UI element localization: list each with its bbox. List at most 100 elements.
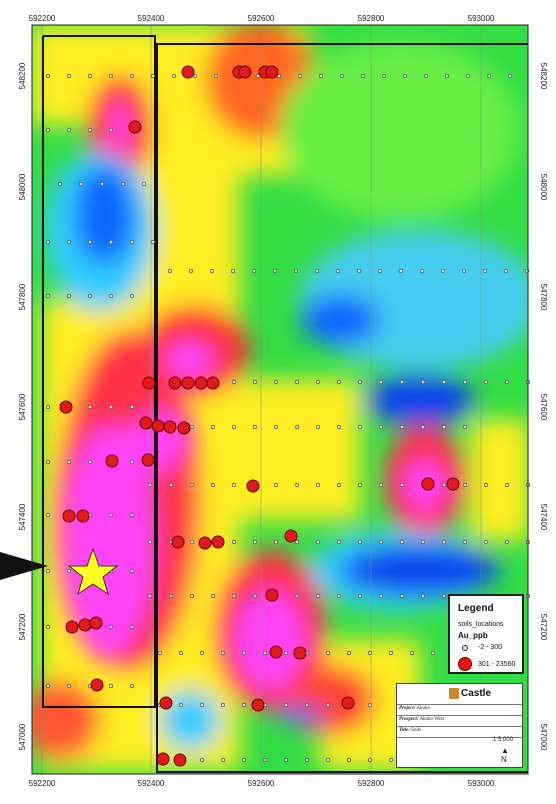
legend-class-low: -2 - 300 (458, 644, 502, 651)
sample-point (45, 293, 51, 299)
sample-point (108, 239, 114, 245)
sample-point (45, 624, 51, 630)
high-grade-sample (142, 376, 156, 390)
high-grade-sample (76, 509, 90, 523)
sample-point (45, 127, 51, 133)
sample-point (462, 539, 468, 545)
sample-point (441, 539, 447, 545)
sample-point (108, 683, 114, 689)
x-tick-top: 592400 (138, 14, 165, 23)
high-grade-sample (181, 376, 195, 390)
sample-point (378, 424, 384, 430)
sample-point (336, 379, 342, 385)
sample-point (66, 239, 72, 245)
sample-point (45, 239, 51, 245)
sample-point (360, 73, 366, 79)
sample-point (388, 650, 394, 656)
high-grade-sample (238, 65, 252, 79)
sample-point (367, 757, 373, 763)
high-grade-sample (141, 453, 155, 467)
sample-point (409, 650, 415, 656)
high-grade-sample (181, 65, 195, 79)
map-border (31, 24, 529, 775)
sample-point (378, 379, 384, 385)
sample-point (465, 73, 471, 79)
sample-point (168, 593, 174, 599)
sample-point (294, 593, 300, 599)
sample-point (220, 650, 226, 656)
sample-point (462, 424, 468, 430)
sample-point (441, 424, 447, 430)
sample-point (273, 482, 279, 488)
high-grade-sample (156, 752, 170, 766)
sample-point (461, 268, 467, 274)
sample-point (171, 73, 177, 79)
sample-point (252, 424, 258, 430)
high-grade-sample (194, 376, 208, 390)
sample-point (45, 568, 51, 574)
sample-point (45, 404, 51, 410)
sample-point (108, 293, 114, 299)
sample-point (241, 650, 247, 656)
company-name: Castle (461, 688, 492, 699)
sample-point (273, 539, 279, 545)
sample-point (66, 459, 72, 465)
y-tick-left: 548200 (18, 62, 27, 89)
sample-point (66, 683, 72, 689)
sample-point (318, 73, 324, 79)
sample-point (294, 482, 300, 488)
sample-point (230, 268, 236, 274)
sample-point (273, 424, 279, 430)
x-tick-top: 592600 (248, 14, 275, 23)
sample-point (381, 73, 387, 79)
x-axis-bottom: 592200 592400 592600 592800 593000 (29, 779, 495, 788)
sample-point (441, 379, 447, 385)
sample-point (210, 424, 216, 430)
sample-point (210, 482, 216, 488)
y-axis-right: 548200 548000 547800 547600 547400 54720… (539, 63, 548, 751)
sample-point (367, 650, 373, 656)
sample-point (167, 268, 173, 274)
sample-point (420, 593, 426, 599)
y-tick-left: 547600 (18, 393, 27, 420)
small-dot-icon (462, 644, 468, 651)
sample-point (99, 181, 105, 187)
sample-point (178, 650, 184, 656)
high-grade-sample (59, 400, 73, 414)
high-grade-sample (251, 698, 265, 712)
sample-point (357, 482, 363, 488)
sample-point (325, 757, 331, 763)
sample-point (231, 379, 237, 385)
high-grade-sample (89, 616, 103, 630)
high-grade-sample (90, 678, 104, 692)
sample-point (272, 268, 278, 274)
sample-point (504, 482, 510, 488)
sample-point (294, 379, 300, 385)
high-grade-sample (206, 376, 220, 390)
sample-point (336, 593, 342, 599)
sample-point (108, 512, 114, 518)
sample-point (129, 459, 135, 465)
sample-point (108, 127, 114, 133)
sample-point (87, 404, 93, 410)
sample-point (252, 379, 258, 385)
sample-point (419, 268, 425, 274)
y-tick-right: 547400 (539, 504, 548, 531)
sample-point (294, 539, 300, 545)
sample-point (120, 181, 126, 187)
high-grade-sample (198, 536, 212, 550)
sample-point (147, 482, 153, 488)
sample-point (192, 73, 198, 79)
north-arrow-icon: ▲ N (501, 746, 509, 764)
sample-point (66, 127, 72, 133)
map-title-block: Castle Project: Akoko Prospect: Akoko We… (396, 683, 523, 768)
sample-point (188, 268, 194, 274)
sample-points-high (59, 65, 460, 767)
anomaly-heatmap (32, 25, 528, 774)
sample-point (423, 73, 429, 79)
sample-point (108, 73, 114, 79)
sample-point (45, 73, 51, 79)
sample-point (129, 239, 135, 245)
x-tick-bottom: 592800 (358, 779, 385, 788)
